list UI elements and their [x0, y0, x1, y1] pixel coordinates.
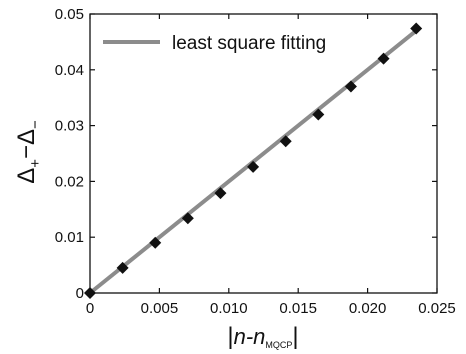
data-point [312, 108, 325, 121]
y-axis-label-sub-minus: − [27, 120, 44, 129]
plot-frame [89, 13, 438, 294]
x-tick-label: 0.005 [141, 300, 179, 317]
x-axis-label-open-bar: | [227, 323, 233, 350]
data-point [377, 52, 390, 65]
data-point [149, 236, 162, 249]
y-tick-label: 0.03 [55, 118, 84, 135]
data-point [181, 212, 194, 225]
data-point [344, 80, 357, 93]
y-tick-label: 0 [76, 285, 84, 302]
x-tick-label: 0.010 [210, 300, 248, 317]
legend: least square fitting [103, 33, 326, 54]
tick-labels: 0 0.005 0.010 0.015 0.020 0.025 0 0.01 0.02 0.03 0… [55, 6, 456, 317]
y-tick-label: 0.05 [55, 6, 84, 23]
y-axis-label-minus: − [13, 145, 40, 159]
data-point [214, 187, 227, 200]
x-tick-label: 0.025 [418, 300, 456, 317]
y-axis-label-sub-plus: + [27, 159, 44, 168]
data-point [116, 261, 129, 274]
y-axis-label: Δ+−Δ− [13, 120, 44, 184]
x-tick-label: 0.020 [349, 300, 387, 317]
x-axis-label-close-bar: | [292, 323, 298, 350]
x-tick-label: 0.015 [279, 300, 317, 317]
y-tick-label: 0.02 [55, 173, 84, 190]
x-axis-label-subscript: MQCP [265, 340, 292, 350]
x-axis-label: |n-nMQCP| [227, 323, 298, 350]
data-point [84, 287, 96, 299]
legend-label: least square fitting [172, 33, 326, 54]
data-point [279, 135, 292, 148]
x-tick-label: 0 [86, 300, 94, 317]
data-markers [84, 22, 423, 299]
data-point [410, 22, 423, 35]
x-axis-label-main: n-n [234, 324, 266, 349]
y-tick-label: 0.01 [55, 229, 84, 246]
y-tick-label: 0.04 [55, 62, 84, 79]
y-axis-label-delta-b: Δ [13, 129, 40, 145]
y-axis-label-delta-a: Δ [13, 168, 40, 184]
data-point [247, 160, 260, 173]
